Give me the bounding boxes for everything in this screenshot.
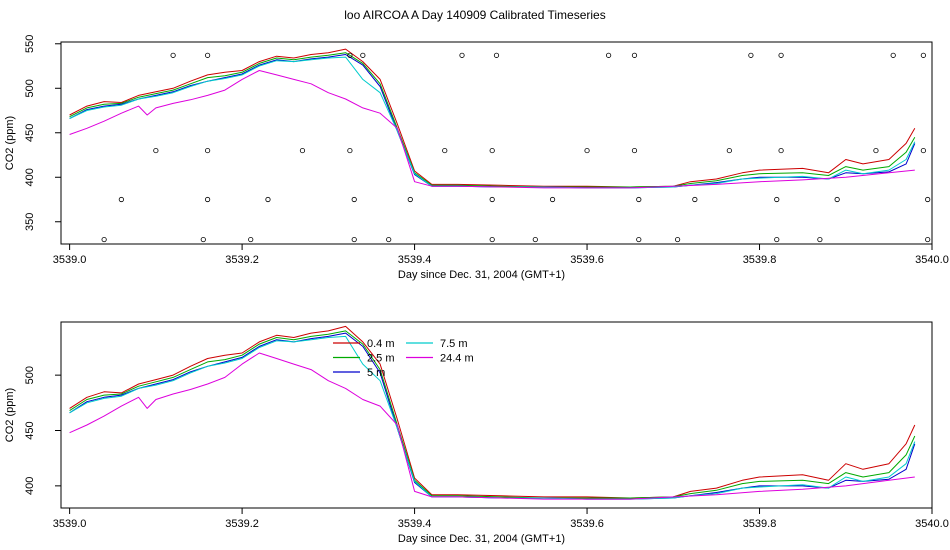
series-line <box>69 52 916 188</box>
series-line <box>69 332 916 500</box>
marker-point <box>636 236 642 243</box>
y-tick-label: 400 <box>24 477 36 495</box>
marker-point <box>774 196 780 203</box>
legend-label: 5 m <box>367 367 385 379</box>
y-axis-label: CO2 (ppm) <box>4 388 16 442</box>
marker-point <box>549 196 556 203</box>
series-line <box>69 330 916 499</box>
series-line <box>69 352 915 500</box>
marker-point <box>674 236 681 243</box>
x-tick-label: 3539.4 <box>398 254 432 266</box>
marker-point <box>774 236 780 243</box>
x-tick-label: 3539.8 <box>743 254 777 266</box>
marker-point <box>205 52 211 58</box>
marker-point <box>489 236 495 243</box>
marker-point <box>347 147 353 154</box>
y-tick-label: 550 <box>24 35 36 53</box>
legend-label: 2.5 m <box>367 353 395 365</box>
y-tick-label: 500 <box>24 366 36 384</box>
marker-point <box>726 147 732 154</box>
series-line <box>69 70 915 189</box>
marker-point <box>101 236 107 243</box>
marker-point <box>631 52 638 58</box>
marker-point <box>778 52 784 58</box>
x-axis-label: Day since Dec. 31, 2004 (GMT+1) <box>398 269 565 281</box>
marker-point <box>442 147 448 154</box>
x-tick-label: 3540.0 <box>915 254 949 266</box>
y-tick-label: 450 <box>24 421 36 439</box>
marker-point <box>265 196 271 203</box>
y-tick-label: 350 <box>24 213 36 231</box>
figure-title: loo AIRCOA A Day 140909 Calibrated Times… <box>344 8 605 22</box>
marker-point <box>351 196 357 203</box>
plot-frame <box>60 41 933 245</box>
x-tick-label: 3539.2 <box>225 518 259 530</box>
x-tick-label: 3539.0 <box>53 254 87 266</box>
marker-point <box>925 236 931 243</box>
marker-point <box>925 196 931 203</box>
x-axis-label: Day since Dec. 31, 2004 (GMT+1) <box>398 533 565 545</box>
marker-point <box>817 236 823 243</box>
y-tick-label: 500 <box>24 79 36 97</box>
y-axis-label: CO2 (ppm) <box>4 116 16 170</box>
legend-label: 24.4 m <box>440 353 474 365</box>
marker-point <box>118 196 124 203</box>
marker-point <box>748 52 754 58</box>
plot-frame <box>60 321 933 509</box>
marker-point <box>347 52 353 58</box>
x-tick-label: 3539.4 <box>398 518 432 530</box>
y-tick-label: 400 <box>24 168 36 186</box>
marker-point <box>493 52 500 58</box>
marker-point <box>459 52 465 58</box>
marker-point <box>205 196 211 203</box>
legend-label: 0.4 m <box>367 338 395 350</box>
series-line <box>69 54 916 189</box>
marker-point <box>873 147 879 154</box>
marker-point <box>248 236 254 243</box>
top-panel: 3539.0 3539.2 3539.4 3539.6 3539.8 3540.0 350 4… <box>4 35 949 281</box>
marker-point <box>205 147 211 154</box>
marker-point <box>834 196 840 203</box>
marker-point <box>299 147 306 154</box>
x-tick-label: 3539.6 <box>570 254 604 266</box>
marker-point <box>920 52 926 58</box>
x-tick-label: 3539.2 <box>225 254 259 266</box>
marker-point <box>200 236 206 243</box>
marker-point <box>584 147 590 154</box>
series-line <box>69 48 916 188</box>
marker-point <box>407 196 413 203</box>
marker-point <box>386 236 392 243</box>
x-tick-label: 3540.0 <box>915 518 949 530</box>
y-tick-label: 450 <box>24 124 36 142</box>
series-line <box>69 325 916 499</box>
marker-point <box>636 196 642 203</box>
legend-label: 7.5 m <box>440 338 468 350</box>
marker-point <box>170 52 176 58</box>
marker-point <box>532 236 538 243</box>
series-line <box>69 56 916 189</box>
bottom-panel: 3539.0 3539.2 3539.4 3539.6 3539.8 3540.0 400 4… <box>4 321 949 545</box>
marker-point <box>920 147 926 154</box>
marker-point <box>489 147 495 154</box>
marker-point <box>778 147 784 154</box>
x-tick-label: 3539.8 <box>743 518 777 530</box>
marker-point <box>351 236 357 243</box>
x-tick-label: 3539.0 <box>53 518 87 530</box>
marker-point <box>890 52 896 58</box>
marker-point <box>606 52 612 58</box>
marker-point <box>692 196 698 203</box>
marker-point <box>489 196 495 203</box>
marker-point <box>631 147 638 154</box>
marker-point <box>360 52 366 58</box>
x-tick-label: 3539.6 <box>570 518 604 530</box>
marker-point <box>153 147 159 154</box>
series-line <box>69 335 916 500</box>
